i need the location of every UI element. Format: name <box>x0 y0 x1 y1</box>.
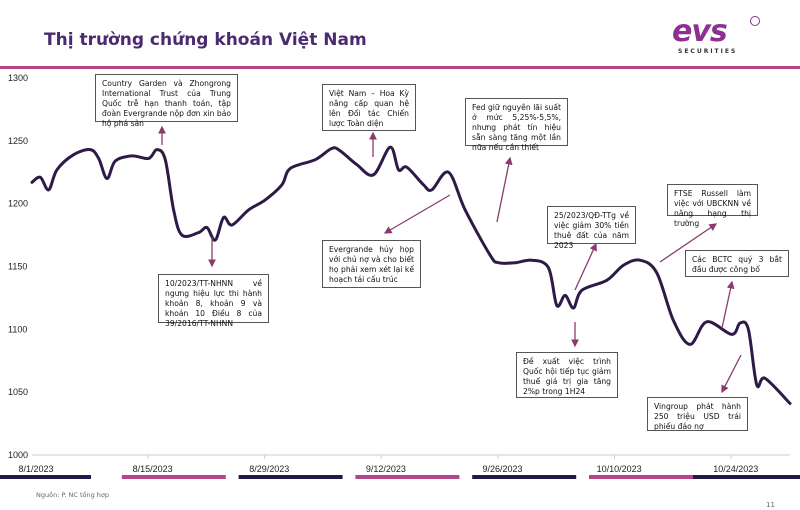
annotation-evergrande: Evergrande hủy họp với chủ nợ và cho biế… <box>322 240 421 288</box>
y-tick-label: 1050 <box>8 387 28 397</box>
annotation-arrows <box>158 125 742 394</box>
y-tick-label: 1250 <box>8 136 28 146</box>
annotation-arrow <box>383 194 451 234</box>
x-tick-label: 10/24/2023 <box>713 464 758 474</box>
x-axis-color-bar <box>0 475 91 479</box>
y-tick-label: 1200 <box>8 199 28 209</box>
y-tick-label: 1000 <box>8 450 28 460</box>
annotation-vingroup: Vingroup phát hành 250 triệu USD trái ph… <box>647 397 748 431</box>
x-tick-label: 10/10/2023 <box>597 464 642 474</box>
x-axis-color-bar <box>238 475 343 479</box>
source-note: Nguồn: P. NC tổng hợp <box>36 491 110 499</box>
x-tick-label: 9/12/2023 <box>366 464 406 474</box>
header-divider <box>0 66 800 69</box>
annotation-arrow <box>574 242 597 291</box>
x-axis-color-bar <box>693 475 800 479</box>
index-line <box>30 145 792 405</box>
page-title: Thị trường chứng khoán Việt Nam <box>44 30 367 50</box>
x-axis-color-bar <box>355 475 460 479</box>
logo-circle <box>750 16 760 26</box>
y-tick-label: 1300 <box>8 73 28 83</box>
annotation-country-garden: Country Garden và Zhongrong Internationa… <box>95 74 238 128</box>
annotation-decision-25-2023: 25/2023/QĐ-TTg về việc giảm 30% tiền thu… <box>547 206 636 250</box>
x-axis: 8/1/2023 8/15/2023 8/29/2023 9/12/2023 9/26/… <box>18 455 758 474</box>
annotation-arrow <box>721 354 742 394</box>
logo-wordmark: evs <box>672 14 728 49</box>
annotation-ftse-russell: FTSE Russell làm việc với UBCKNN về nâng… <box>667 184 758 228</box>
x-tick-label: 8/29/2023 <box>249 464 289 474</box>
annotation-arrow <box>659 223 718 263</box>
annotation-arrow <box>721 280 735 329</box>
y-tick-label: 1100 <box>8 324 27 334</box>
evs-logo: evs SECURITIES <box>668 14 778 58</box>
x-axis-color-bar <box>472 475 577 479</box>
annotation-fed: Fed giữ nguyên lãi suất ở mức 5,25%-5,5%… <box>465 98 568 152</box>
x-tick-label: 8/15/2023 <box>133 464 173 474</box>
annotation-arrow <box>496 156 513 223</box>
y-tick-label: 1150 <box>8 262 27 272</box>
x-axis-color-bar <box>589 475 693 479</box>
y-axis: 1000 1050 1100 1150 1200 1250 1300 <box>8 73 790 460</box>
x-tick-label: 9/26/2023 <box>482 464 522 474</box>
page-number: 11 <box>766 501 775 509</box>
logo-subtext: SECURITIES <box>678 48 738 55</box>
x-axis-color-bars <box>0 475 800 479</box>
annotation-vat-proposal: Đề xuất việc trình Quốc hội tiếp tục giả… <box>516 352 618 398</box>
x-tick-label: 8/1/2023 <box>18 464 53 474</box>
x-axis-color-bar <box>121 475 226 479</box>
annotation-q3-reports: Các BCTC quý 3 bắt đầu được công bố <box>685 250 789 277</box>
annotation-circular-10-2023: 10/2023/TT-NHNN về ngưng hiệu lực thi hà… <box>158 274 269 328</box>
annotation-vietnam-us: Việt Nam – Hoa Kỳ nâng cấp quan hệ lên Đ… <box>322 84 416 131</box>
